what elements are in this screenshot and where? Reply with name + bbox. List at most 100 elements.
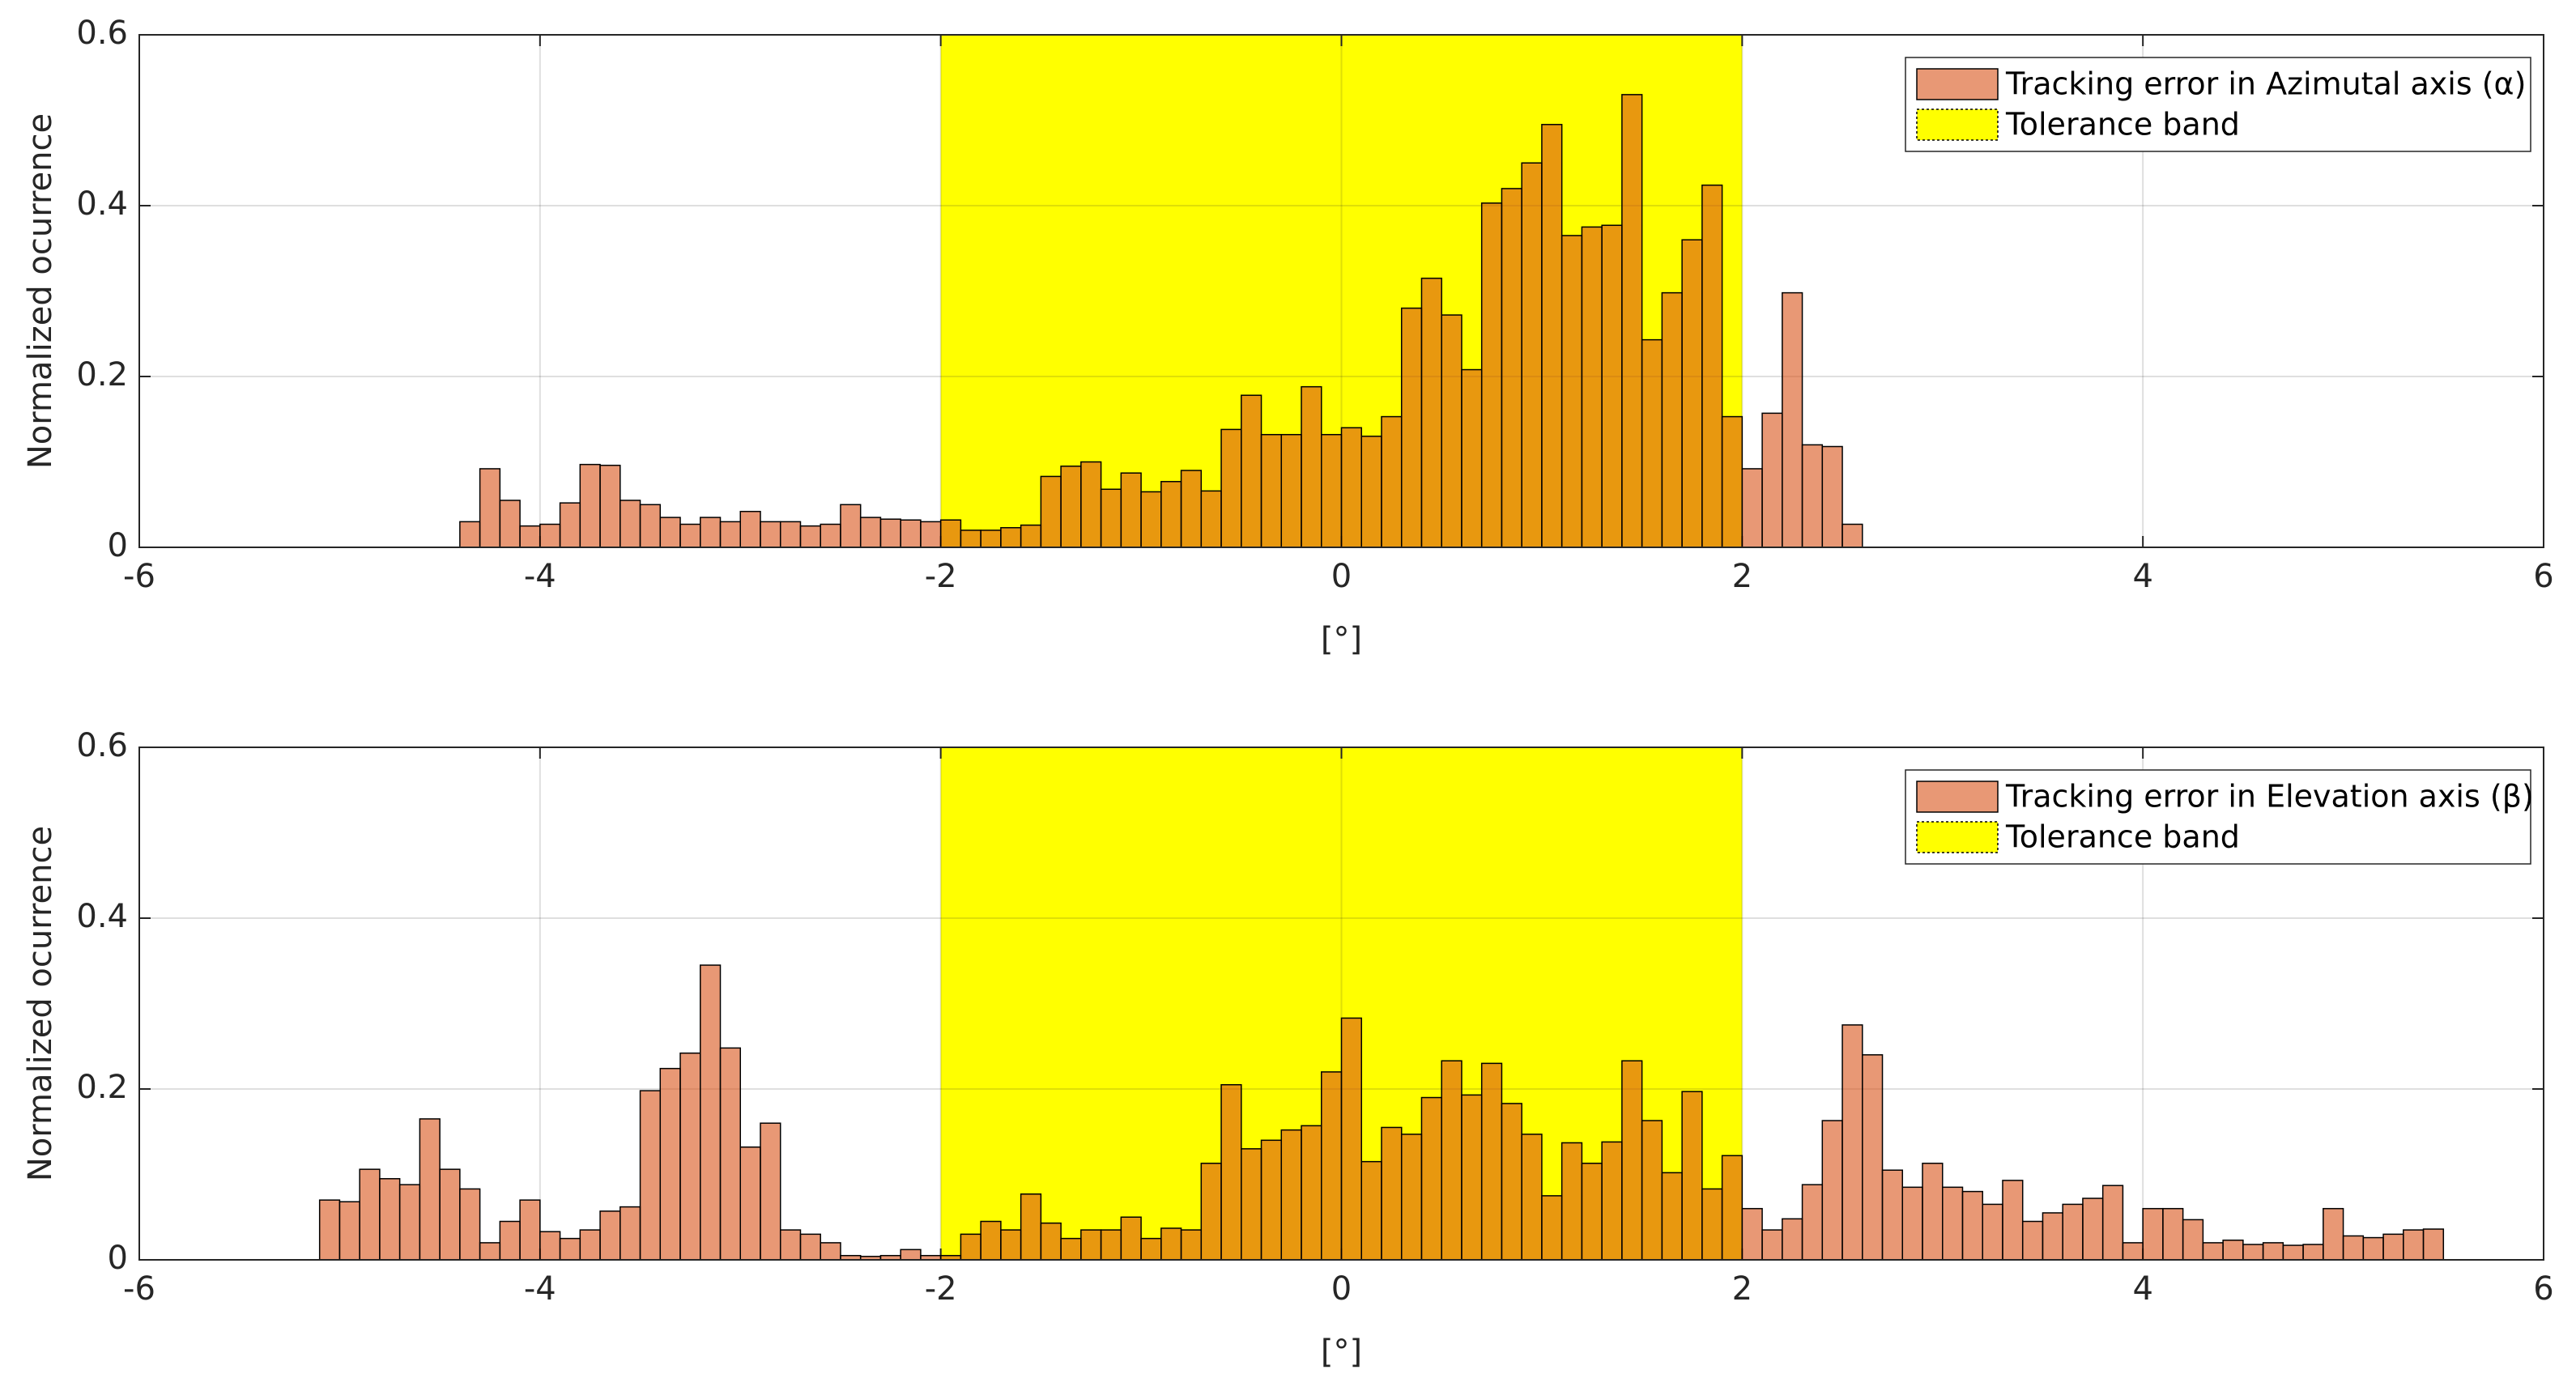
bar <box>1360 436 1382 548</box>
legend-box <box>1905 57 2531 152</box>
y-tick-label: 0 <box>108 1240 128 1277</box>
bar <box>2101 1185 2124 1261</box>
x-tick-label: -4 <box>524 1270 556 1308</box>
bar <box>1200 1163 1222 1261</box>
bar <box>499 500 521 548</box>
legend-box <box>1905 769 2531 865</box>
bar <box>1321 433 1343 548</box>
bar <box>1681 239 1703 548</box>
bar <box>359 1168 381 1261</box>
bar <box>2302 1244 2324 1261</box>
bar <box>1100 1229 1122 1261</box>
bar <box>539 523 561 548</box>
bar <box>1842 1024 1863 1261</box>
bar <box>1180 470 1203 548</box>
bar <box>1842 523 1863 548</box>
bar <box>1862 1054 1884 1261</box>
bar <box>1120 472 1142 548</box>
bar <box>2062 1203 2084 1261</box>
bar <box>1321 1071 1343 1261</box>
legend-label: Tolerance band <box>2005 819 2240 855</box>
bar <box>519 1199 541 1261</box>
bar <box>2162 1207 2184 1261</box>
x-tick-label: -4 <box>524 558 556 595</box>
bar <box>398 1184 421 1261</box>
bar <box>2142 1207 2164 1261</box>
bar <box>1381 1126 1403 1261</box>
bar <box>2182 1219 2204 1261</box>
bar <box>1140 1237 1162 1261</box>
bar <box>1581 226 1603 548</box>
bar <box>2282 1244 2304 1261</box>
bar <box>1641 338 1663 548</box>
bar <box>1761 412 1783 548</box>
bar <box>1601 224 1623 548</box>
bar <box>338 1201 360 1261</box>
bar <box>479 1242 501 1261</box>
x-tick-label: -2 <box>925 558 957 595</box>
bar <box>1661 1172 1683 1261</box>
bar <box>1080 461 1102 548</box>
bar <box>719 1047 742 1261</box>
bar <box>379 1178 401 1261</box>
y-tick-label: 0.4 <box>76 185 128 223</box>
bar <box>559 1237 581 1261</box>
bar <box>2222 1239 2244 1261</box>
y-axis-label: Normalized ocurrence <box>22 826 59 1181</box>
bar <box>2122 1242 2144 1261</box>
bar <box>1200 490 1222 548</box>
bar <box>820 523 841 548</box>
bar <box>700 964 722 1261</box>
bar <box>1060 1237 1082 1261</box>
bar <box>1701 184 1723 548</box>
legend-label: Tracking error in Elevation axis (β) <box>2005 779 2534 815</box>
bar <box>1461 368 1483 548</box>
bar <box>2262 1242 2284 1261</box>
bar <box>1340 1017 1362 1261</box>
bar <box>700 517 722 548</box>
bar <box>1220 428 1242 548</box>
bar <box>1801 1184 1824 1261</box>
y-tick-label: 0.6 <box>76 15 128 52</box>
axes-box <box>138 34 2544 548</box>
bar <box>1821 445 1843 548</box>
bar <box>1501 1103 1522 1261</box>
bar <box>599 1210 621 1261</box>
y-tick-label: 0.4 <box>76 898 128 935</box>
x-tick-label: 0 <box>1331 558 1352 595</box>
bar <box>1621 1060 1643 1261</box>
x-tick-label: -6 <box>123 1270 155 1308</box>
bar <box>1140 491 1162 548</box>
bar <box>2403 1229 2425 1261</box>
bar <box>620 1206 641 1261</box>
bar <box>2202 1242 2224 1261</box>
bar <box>679 523 701 548</box>
bar <box>939 519 962 548</box>
bar <box>760 1122 781 1261</box>
bar <box>1461 1094 1483 1261</box>
bar <box>1000 1229 1022 1261</box>
legend-swatch <box>1916 821 1999 853</box>
bar <box>779 521 802 548</box>
bar <box>1681 1091 1703 1261</box>
bar <box>1160 1227 1182 1261</box>
bar <box>1480 1062 1503 1261</box>
bar <box>1280 433 1302 548</box>
bar <box>820 1242 841 1261</box>
y-tick-label: 0.2 <box>76 356 128 393</box>
bar <box>1220 1083 1242 1261</box>
bar <box>2242 1244 2264 1261</box>
bar <box>519 525 541 548</box>
y-tick-label: 0.6 <box>76 727 128 764</box>
bar <box>659 1067 681 1261</box>
bar <box>318 1199 341 1261</box>
bar <box>1901 1186 1923 1261</box>
bar <box>1180 1229 1203 1261</box>
bar <box>1601 1141 1623 1261</box>
bar <box>1420 1096 1442 1261</box>
bar <box>2021 1220 2044 1261</box>
bar <box>1100 488 1122 548</box>
bar <box>1080 1229 1102 1261</box>
bar <box>1541 124 1563 548</box>
